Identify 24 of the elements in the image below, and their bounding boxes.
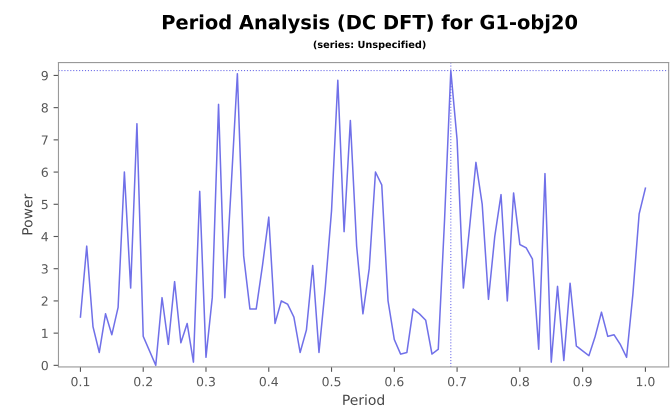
y-tick-label: 9 xyxy=(42,70,48,80)
y-tick-label: 2 xyxy=(42,296,48,306)
x-tick-label: 0.7 xyxy=(448,376,466,386)
y-tick-label: 3 xyxy=(42,264,48,274)
x-tick-label: 0.3 xyxy=(196,376,215,386)
x-axis-title: Period xyxy=(343,394,384,406)
y-tick-label: 5 xyxy=(42,200,48,210)
chart-title: Period Analysis (DC DFT) for G1-obj20 xyxy=(162,14,578,34)
x-tick-label: 1.0 xyxy=(636,376,655,386)
x-tick-label: 0.1 xyxy=(71,376,90,386)
y-tick-label: 4 xyxy=(41,232,48,242)
y-tick-label: 1 xyxy=(42,328,48,338)
x-tick-label: 0.2 xyxy=(134,376,152,386)
x-tick-label: 0.5 xyxy=(322,376,340,386)
chart-subtitle: (series: Unspecified) xyxy=(314,40,426,50)
y-tick-label: 6 xyxy=(42,168,48,177)
x-tick-label: 0.6 xyxy=(385,376,404,386)
x-tick-label: 0.4 xyxy=(260,376,278,386)
y-tick-label: 7 xyxy=(42,135,48,145)
y-tick-label: 0 xyxy=(42,360,48,370)
x-tick-label: 0.9 xyxy=(574,376,592,386)
y-tick-label: 8 xyxy=(42,103,48,113)
x-tick-label: 0.8 xyxy=(510,376,529,386)
y-axis-title: Power xyxy=(22,194,33,234)
